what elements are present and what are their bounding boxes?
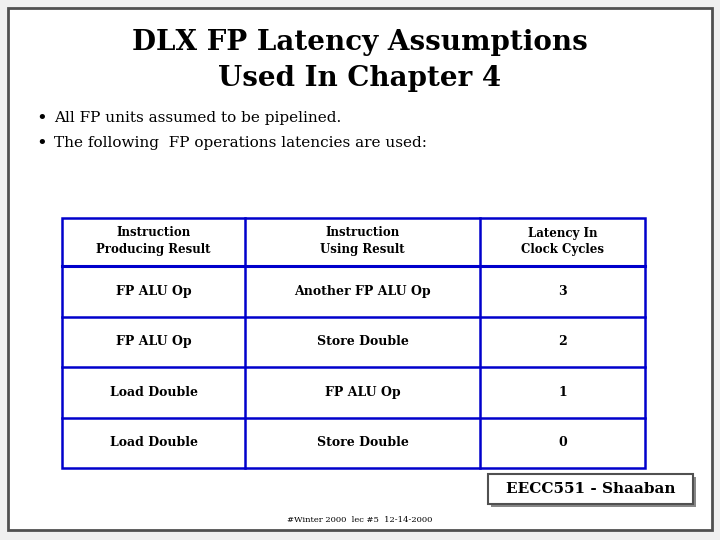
Text: 3: 3 — [558, 285, 567, 298]
Text: EECC551 - Shaaban: EECC551 - Shaaban — [505, 482, 675, 496]
Text: 0: 0 — [558, 436, 567, 449]
Text: Another FP ALU Op: Another FP ALU Op — [294, 285, 431, 298]
Bar — [62, 218, 645, 468]
Text: Using Result: Using Result — [320, 244, 405, 256]
Bar — [62, 218, 645, 468]
Text: Load Double: Load Double — [109, 386, 197, 399]
Text: Used In Chapter 4: Used In Chapter 4 — [218, 64, 502, 91]
Text: The following  FP operations latencies are used:: The following FP operations latencies ar… — [54, 136, 427, 150]
Bar — [491, 477, 696, 507]
Text: Load Double: Load Double — [109, 436, 197, 449]
Text: Clock Cycles: Clock Cycles — [521, 244, 604, 256]
Text: Instruction: Instruction — [117, 226, 191, 240]
Text: Store Double: Store Double — [317, 436, 408, 449]
Text: All FP units assumed to be pipelined.: All FP units assumed to be pipelined. — [54, 111, 341, 125]
Text: #Winter 2000  lec #5  12-14-2000: #Winter 2000 lec #5 12-14-2000 — [287, 516, 433, 524]
Text: Latency In: Latency In — [528, 226, 598, 240]
Text: Store Double: Store Double — [317, 335, 408, 348]
Text: 2: 2 — [558, 335, 567, 348]
Text: 1: 1 — [558, 386, 567, 399]
Text: FP ALU Op: FP ALU Op — [325, 386, 400, 399]
Text: DLX FP Latency Assumptions: DLX FP Latency Assumptions — [132, 29, 588, 56]
Text: FP ALU Op: FP ALU Op — [116, 285, 192, 298]
Text: Producing Result: Producing Result — [96, 244, 211, 256]
Text: Instruction: Instruction — [325, 226, 400, 240]
Bar — [488, 474, 693, 504]
Text: •: • — [37, 109, 48, 127]
Text: FP ALU Op: FP ALU Op — [116, 335, 192, 348]
Text: •: • — [37, 134, 48, 152]
